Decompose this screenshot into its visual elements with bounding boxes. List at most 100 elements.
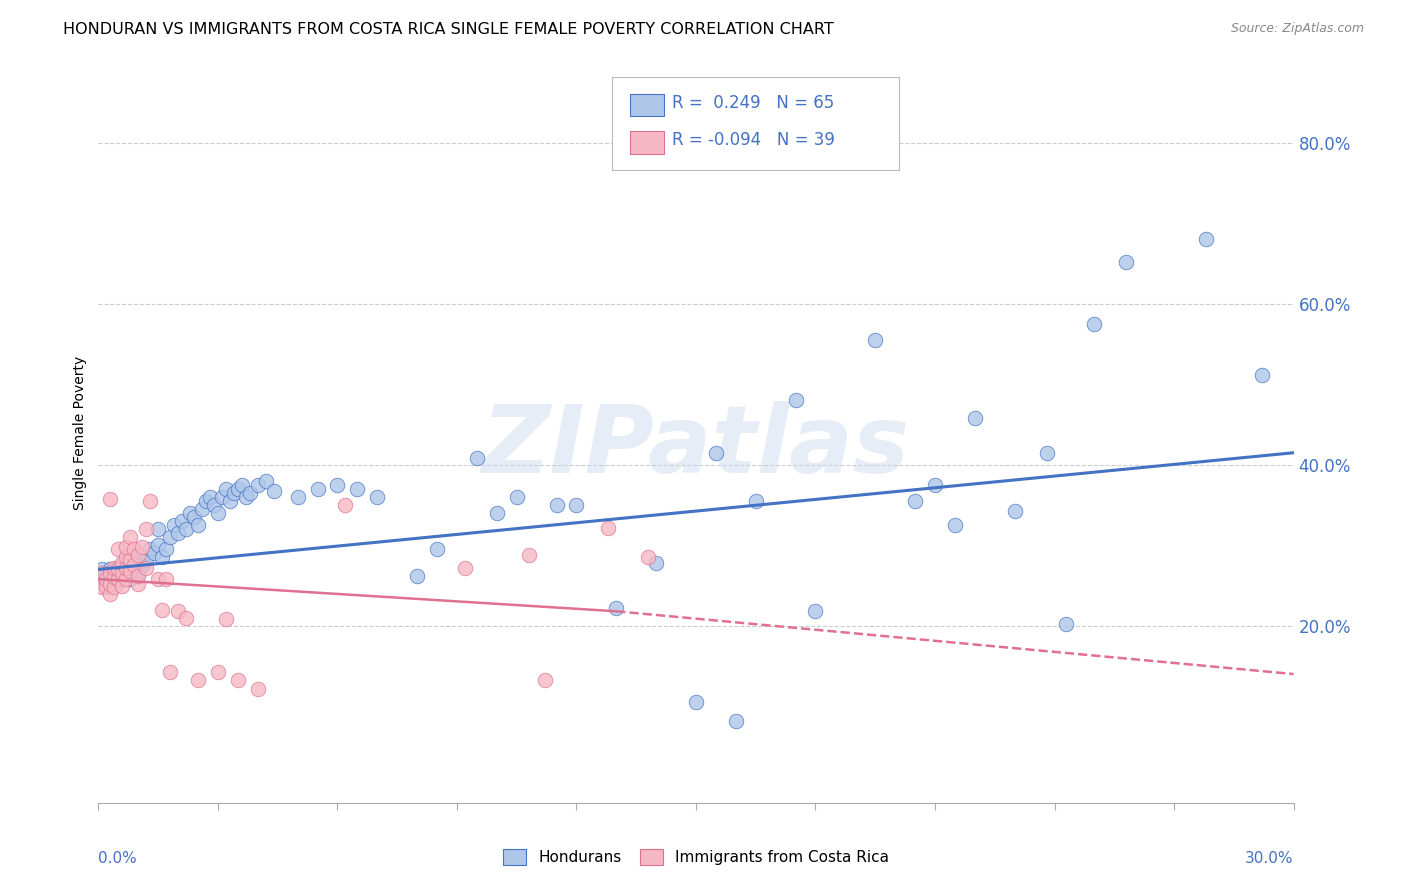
Point	[148, 572, 170, 586]
Point	[1004, 504, 1026, 518]
Text: R =  0.249   N = 65: R = 0.249 N = 65	[672, 95, 834, 112]
Point	[107, 561, 129, 575]
Point	[1035, 446, 1057, 460]
Point	[231, 478, 253, 492]
Point	[195, 494, 218, 508]
Point	[785, 393, 807, 408]
Point	[91, 566, 114, 581]
Point	[98, 491, 122, 506]
Point	[107, 574, 129, 589]
Point	[215, 612, 238, 626]
Point	[246, 681, 269, 696]
Point	[222, 486, 245, 500]
Point	[172, 514, 194, 528]
Point	[127, 566, 149, 581]
Text: 30.0%: 30.0%	[1246, 851, 1294, 866]
Point	[148, 522, 170, 536]
Point	[924, 478, 946, 492]
Point	[346, 482, 368, 496]
Point	[605, 601, 627, 615]
Point	[148, 538, 170, 552]
Point	[174, 522, 197, 536]
Point	[366, 490, 388, 504]
Point	[1056, 617, 1078, 632]
Point	[335, 498, 357, 512]
Point	[239, 486, 262, 500]
Point	[517, 548, 540, 562]
Point	[1250, 368, 1272, 382]
Point	[115, 540, 138, 554]
Point	[685, 695, 707, 709]
Point	[485, 506, 508, 520]
Point	[111, 578, 134, 592]
Point	[120, 553, 142, 567]
Y-axis label: Single Female Poverty: Single Female Poverty	[73, 356, 87, 509]
Point	[115, 561, 138, 575]
Point	[1083, 317, 1105, 331]
Point	[135, 561, 157, 575]
Point	[167, 604, 190, 618]
Point	[143, 546, 166, 560]
Point	[96, 580, 118, 594]
Point	[183, 510, 205, 524]
Text: Source: ZipAtlas.com: Source: ZipAtlas.com	[1230, 22, 1364, 36]
Point	[91, 570, 114, 584]
Point	[127, 556, 149, 570]
Point	[103, 570, 125, 584]
Point	[115, 572, 138, 586]
Point	[191, 502, 214, 516]
Point	[202, 498, 225, 512]
Text: R = -0.094   N = 39: R = -0.094 N = 39	[672, 131, 835, 149]
Point	[98, 586, 122, 600]
Point	[131, 558, 153, 573]
Point	[98, 570, 122, 584]
Point	[533, 673, 555, 688]
FancyBboxPatch shape	[630, 95, 664, 117]
Point	[246, 478, 269, 492]
Point	[103, 561, 125, 575]
Point	[211, 490, 233, 504]
Point	[103, 580, 125, 594]
Point	[598, 520, 620, 534]
Point	[167, 526, 190, 541]
Point	[235, 490, 257, 504]
Point	[226, 673, 249, 688]
Point	[103, 564, 125, 578]
Point	[155, 542, 177, 557]
Point	[139, 542, 162, 557]
Point	[406, 569, 429, 583]
Point	[226, 482, 249, 496]
Point	[565, 498, 588, 512]
Point	[107, 572, 129, 586]
Point	[159, 530, 181, 544]
Point	[150, 602, 173, 616]
Point	[174, 610, 197, 624]
FancyBboxPatch shape	[630, 131, 664, 153]
Point	[107, 568, 129, 582]
Legend: Hondurans, Immigrants from Costa Rica: Hondurans, Immigrants from Costa Rica	[495, 842, 897, 873]
Point	[111, 570, 134, 584]
Point	[111, 556, 134, 570]
Point	[254, 474, 277, 488]
Point	[96, 574, 118, 589]
Point	[107, 562, 129, 576]
Point	[215, 482, 238, 496]
Point	[159, 665, 181, 680]
Point	[943, 518, 966, 533]
Text: HONDURAN VS IMMIGRANTS FROM COSTA RICA SINGLE FEMALE POVERTY CORRELATION CHART: HONDURAN VS IMMIGRANTS FROM COSTA RICA S…	[63, 22, 834, 37]
Point	[546, 498, 568, 512]
Point	[704, 446, 727, 460]
Point	[98, 562, 122, 576]
Point	[904, 494, 927, 508]
Point	[127, 548, 149, 562]
Point	[187, 673, 209, 688]
Point	[96, 566, 118, 581]
Point	[115, 558, 138, 573]
Point	[91, 580, 114, 594]
Point	[150, 550, 173, 565]
Point	[1195, 232, 1218, 246]
FancyBboxPatch shape	[613, 78, 900, 169]
Point	[1115, 255, 1137, 269]
Point	[454, 561, 477, 575]
Point	[96, 572, 118, 586]
